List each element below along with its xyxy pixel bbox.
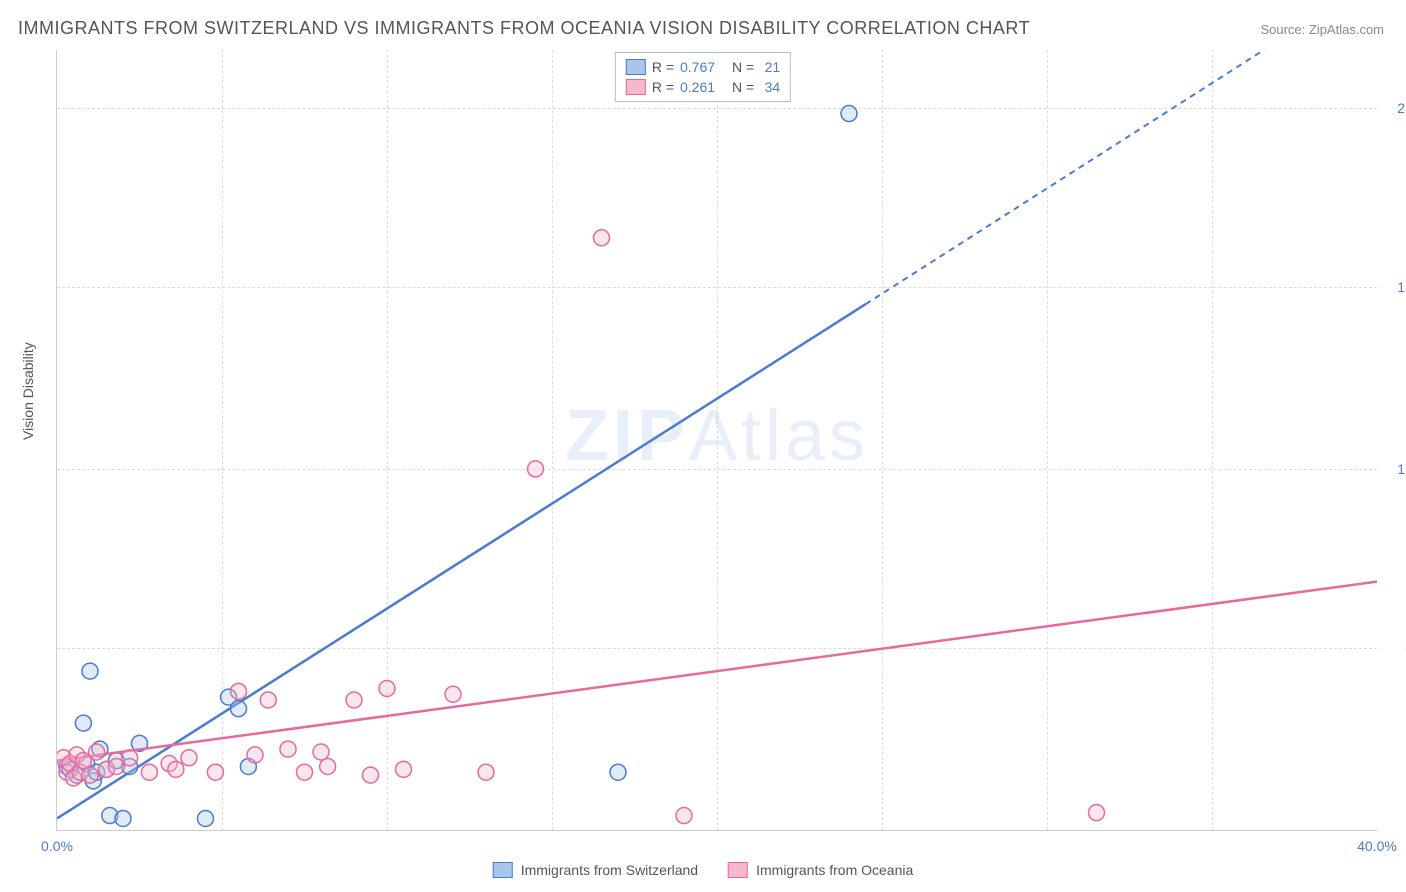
r-value: 0.261 bbox=[680, 79, 726, 95]
data-point bbox=[247, 747, 263, 763]
data-point bbox=[115, 810, 131, 826]
chart-title: IMMIGRANTS FROM SWITZERLAND VS IMMIGRANT… bbox=[18, 18, 1030, 39]
data-point bbox=[231, 683, 247, 699]
correlation-legend: R = 0.767 N = 21 R = 0.261 N = 34 bbox=[615, 52, 791, 102]
x-tick-label: 0.0% bbox=[41, 838, 73, 854]
data-point bbox=[207, 764, 223, 780]
data-point bbox=[122, 750, 138, 766]
data-point bbox=[841, 106, 857, 122]
legend-label: Immigrants from Oceania bbox=[756, 862, 913, 878]
data-point bbox=[478, 764, 494, 780]
data-point bbox=[379, 680, 395, 696]
data-point bbox=[168, 761, 184, 777]
source-label: Source: ZipAtlas.com bbox=[1260, 22, 1384, 37]
data-point bbox=[181, 750, 197, 766]
data-point bbox=[280, 741, 296, 757]
legend-item: Immigrants from Switzerland bbox=[493, 862, 698, 878]
r-label: R = bbox=[652, 79, 674, 95]
x-tick-label: 40.0% bbox=[1357, 838, 1397, 854]
data-point bbox=[260, 692, 276, 708]
legend-swatch bbox=[626, 79, 646, 95]
data-point bbox=[82, 663, 98, 679]
data-point bbox=[1089, 805, 1105, 821]
data-point bbox=[610, 764, 626, 780]
r-label: R = bbox=[652, 59, 674, 75]
y-tick-label: 25.0% bbox=[1382, 100, 1406, 116]
data-point bbox=[231, 701, 247, 717]
data-point bbox=[313, 744, 329, 760]
data-point bbox=[82, 767, 98, 783]
scatter-svg bbox=[57, 50, 1377, 830]
data-point bbox=[75, 715, 91, 731]
y-tick-label: 18.8% bbox=[1382, 279, 1406, 295]
legend-row: R = 0.767 N = 21 bbox=[626, 57, 780, 77]
data-point bbox=[528, 461, 544, 477]
data-point bbox=[89, 744, 105, 760]
y-tick-label: 12.5% bbox=[1382, 461, 1406, 477]
data-point bbox=[346, 692, 362, 708]
legend-swatch bbox=[728, 862, 748, 878]
n-label: N = bbox=[732, 79, 754, 95]
trend-line bbox=[57, 582, 1377, 761]
data-point bbox=[396, 761, 412, 777]
y-tick-label: 6.3% bbox=[1382, 640, 1406, 656]
data-point bbox=[594, 230, 610, 246]
data-point bbox=[198, 810, 214, 826]
legend-swatch bbox=[626, 59, 646, 75]
data-point bbox=[676, 808, 692, 824]
data-point bbox=[297, 764, 313, 780]
legend-item: Immigrants from Oceania bbox=[728, 862, 913, 878]
series-legend: Immigrants from Switzerland Immigrants fr… bbox=[493, 862, 914, 878]
y-axis-label: Vision Disability bbox=[20, 342, 36, 440]
data-point bbox=[445, 686, 461, 702]
n-value: 34 bbox=[760, 79, 780, 95]
plot-area: ZIPAtlas 6.3%12.5%18.8%25.0%0.0%40.0% bbox=[56, 50, 1377, 831]
legend-row: R = 0.261 N = 34 bbox=[626, 77, 780, 97]
data-point bbox=[320, 758, 336, 774]
legend-swatch bbox=[493, 862, 513, 878]
trend-line-dashed bbox=[866, 50, 1378, 304]
legend-label: Immigrants from Switzerland bbox=[521, 862, 698, 878]
n-label: N = bbox=[732, 59, 754, 75]
trend-line bbox=[57, 304, 866, 818]
n-value: 21 bbox=[760, 59, 780, 75]
data-point bbox=[363, 767, 379, 783]
r-value: 0.767 bbox=[680, 59, 726, 75]
data-point bbox=[141, 764, 157, 780]
